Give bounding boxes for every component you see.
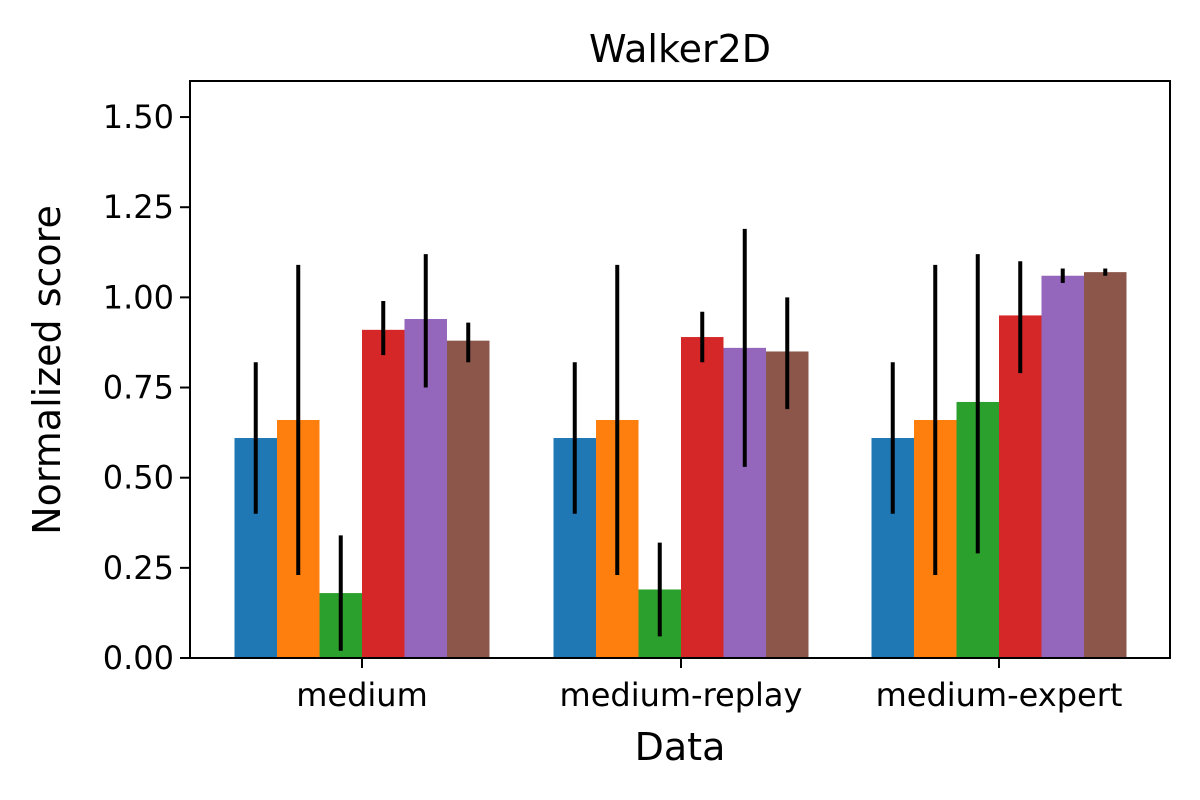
y-tick-label: 1.25 <box>103 188 174 226</box>
y-tick-label: 0.25 <box>103 549 174 587</box>
x-axis-label: Data <box>635 725 726 769</box>
bar-series-6-medium <box>447 340 490 658</box>
x-axis: medium medium-replay medium-expert <box>296 658 1122 714</box>
y-tick-label: 1.50 <box>103 98 174 136</box>
error-bars-layer <box>253 228 1108 651</box>
y-axis: 0.00 0.25 0.50 0.75 1.00 1.25 1.50 <box>103 98 190 677</box>
y-axis-label: Normalized score <box>25 205 69 535</box>
y-tick-label: 0.50 <box>103 459 174 497</box>
bars-layer <box>234 272 1127 658</box>
bar-series-5-medium-expert <box>1041 275 1084 658</box>
y-tick-label: 0.75 <box>103 369 174 407</box>
bar-series-6-medium-expert <box>1084 272 1127 658</box>
y-tick-label: 1.00 <box>103 278 174 316</box>
x-tick-label-medium-expert: medium-expert <box>876 676 1123 714</box>
bar-series-4-medium-replay <box>681 337 724 658</box>
y-tick-label: 0.00 <box>103 639 174 677</box>
x-tick-label-medium: medium <box>296 676 428 714</box>
bar-series-4-medium <box>362 329 405 658</box>
x-tick-label-medium-replay: medium-replay <box>560 676 803 714</box>
chart-title: Walker2D <box>589 27 771 71</box>
